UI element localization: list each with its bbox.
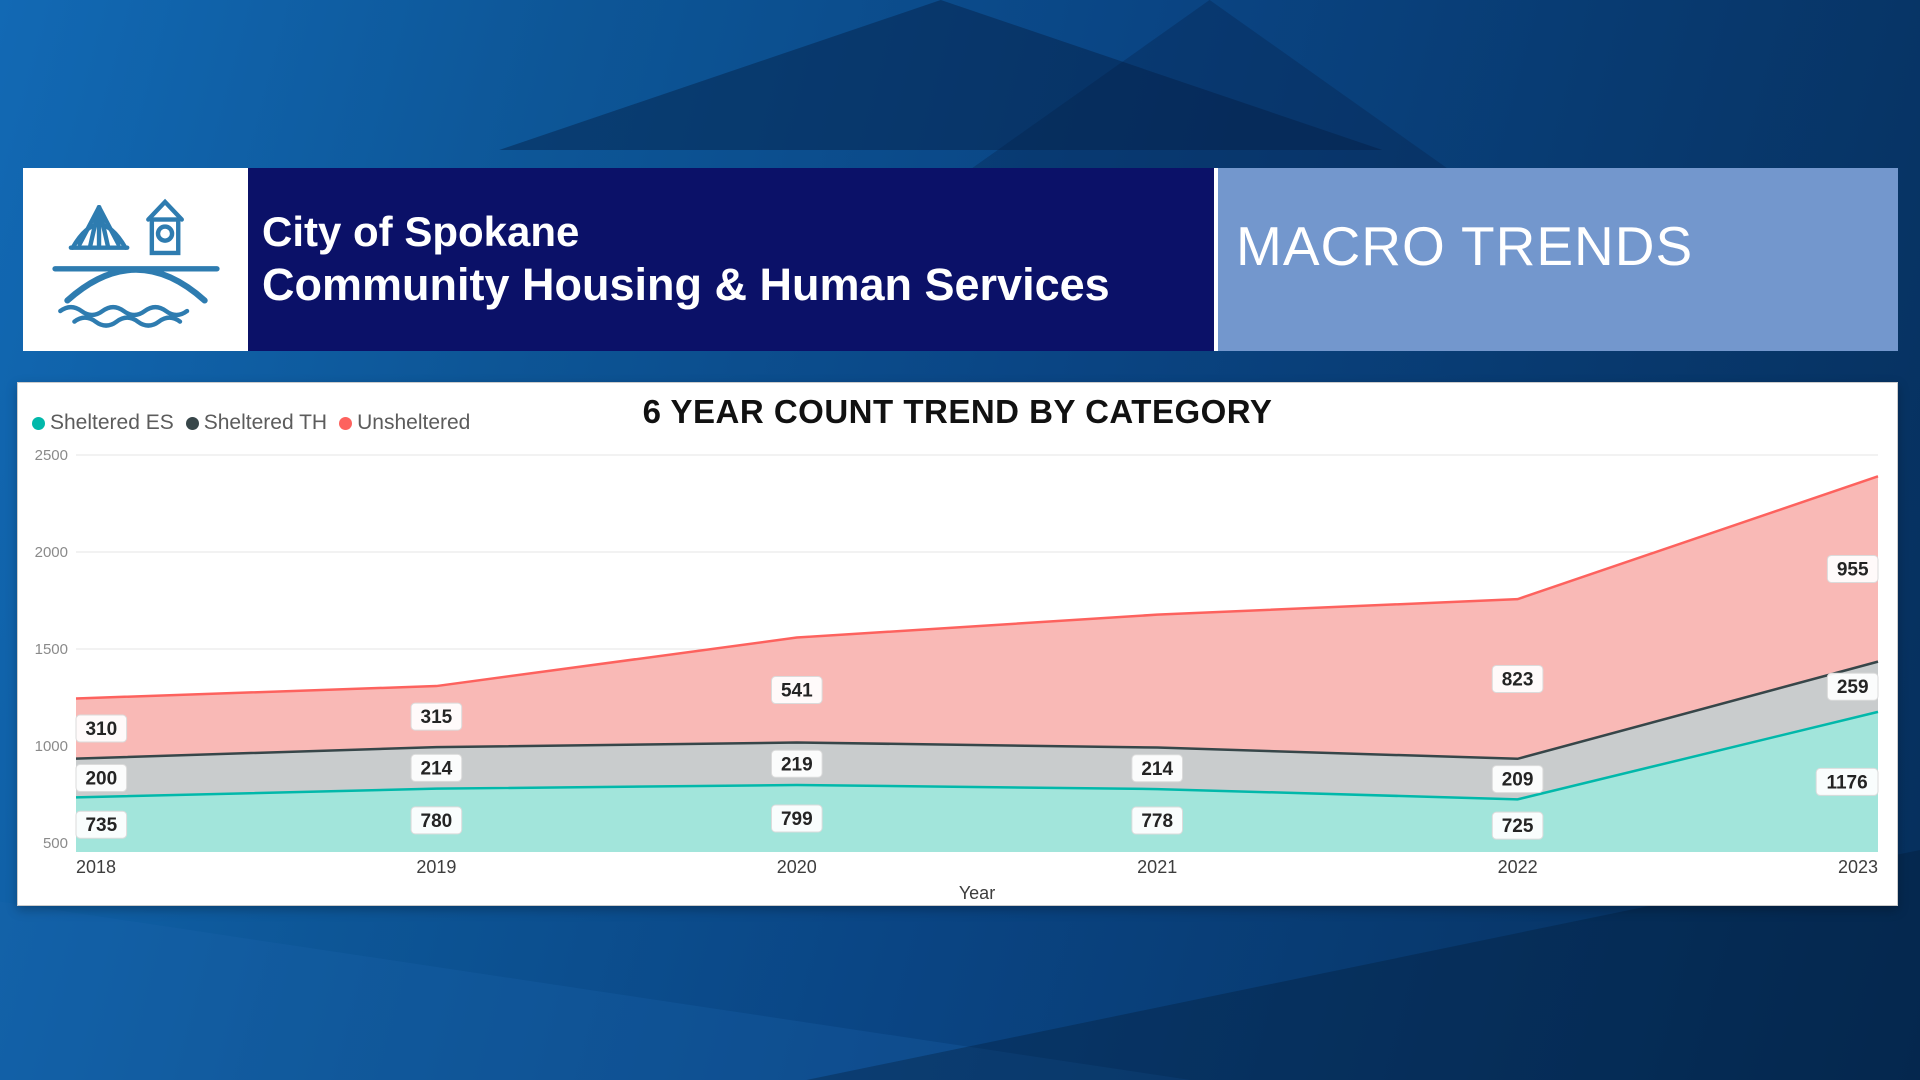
svg-text:2021: 2021 (1137, 857, 1177, 877)
legend-dot-icon (339, 416, 353, 430)
org-name-line2: Community Housing & Human Services (262, 259, 1110, 311)
svg-text:541: 541 (781, 681, 813, 702)
chart-legend: Sheltered ES Sheltered TH Unsheltered (32, 411, 470, 435)
svg-text:955: 955 (1837, 559, 1869, 580)
section-title: MACRO TRENDS (1236, 214, 1694, 277)
area-band-2[interactable] (76, 476, 1878, 759)
area-line-1 (75, 660, 1879, 761)
svg-text:2018: 2018 (76, 857, 116, 877)
area-line-2 (75, 475, 1879, 700)
svg-text:209: 209 (1502, 770, 1534, 791)
svg-text:799: 799 (781, 809, 813, 830)
chart-canvas[interactable]: 500 1000 1500 2000 2500 2018 2019 2020 2021 2022 2… (18, 383, 1897, 905)
svg-text:310: 310 (85, 719, 117, 740)
svg-text:Year: Year (959, 883, 995, 903)
city-of-spokane-logo (51, 198, 220, 328)
svg-text:315: 315 (421, 707, 453, 728)
svg-text:2500: 2500 (35, 447, 68, 464)
svg-text:2020: 2020 (777, 857, 817, 877)
svg-text:500: 500 (43, 835, 68, 852)
svg-text:2000: 2000 (35, 544, 68, 561)
legend-dot-icon (185, 416, 199, 430)
svg-text:1176: 1176 (1826, 772, 1867, 793)
area-line-0 (75, 710, 1879, 801)
section-title-box: MACRO TRENDS (1218, 168, 1898, 351)
svg-text:219: 219 (781, 754, 813, 775)
logo-box (23, 168, 248, 351)
svg-text:2023: 2023 (1838, 857, 1878, 877)
header-divider (1214, 168, 1218, 351)
legend-item-sheltered-es[interactable]: Sheltered ES (32, 411, 174, 435)
chart-title: 6 YEAR COUNT TREND BY CATEGORY (642, 393, 1273, 430)
svg-text:1500: 1500 (35, 641, 68, 658)
org-title-box: City of Spokane Community Housing & Huma… (248, 168, 1214, 351)
svg-text:214: 214 (1141, 759, 1173, 780)
legend-label: Unsheltered (357, 411, 471, 434)
svg-text:200: 200 (85, 769, 117, 790)
svg-text:259: 259 (1837, 677, 1869, 698)
legend-item-unsheltered[interactable]: Unsheltered (339, 411, 470, 435)
legend-dot-icon (32, 416, 45, 430)
chart-panel: 6 YEAR COUNT TREND BY CATEGORY Sheltered… (17, 382, 1898, 906)
legend-item-sheltered-th[interactable]: Sheltered TH (185, 411, 328, 435)
legend-label: Sheltered TH (203, 411, 328, 434)
svg-text:2022: 2022 (1498, 857, 1538, 877)
svg-text:778: 778 (1141, 811, 1173, 832)
legend-label: Sheltered ES (50, 411, 174, 434)
svg-text:780: 780 (421, 811, 453, 832)
org-name-line1: City of Spokane (262, 208, 580, 256)
report-header: City of Spokane Community Housing & Huma… (23, 168, 1898, 351)
x-axis-labels: 2018 2019 2020 2021 2022 2023 Year (76, 857, 1878, 903)
area-band-1[interactable] (76, 661, 1878, 800)
data-labels: 735 780 799 778 725 1176 200 214 219 214 209 259 310… (75, 554, 1879, 840)
svg-text:823: 823 (1502, 669, 1534, 690)
svg-text:1000: 1000 (35, 738, 68, 755)
svg-text:2019: 2019 (416, 857, 456, 877)
svg-text:725: 725 (1502, 816, 1534, 837)
svg-text:214: 214 (421, 758, 453, 779)
svg-text:735: 735 (85, 815, 117, 836)
area-band-0[interactable] (76, 711, 1878, 852)
